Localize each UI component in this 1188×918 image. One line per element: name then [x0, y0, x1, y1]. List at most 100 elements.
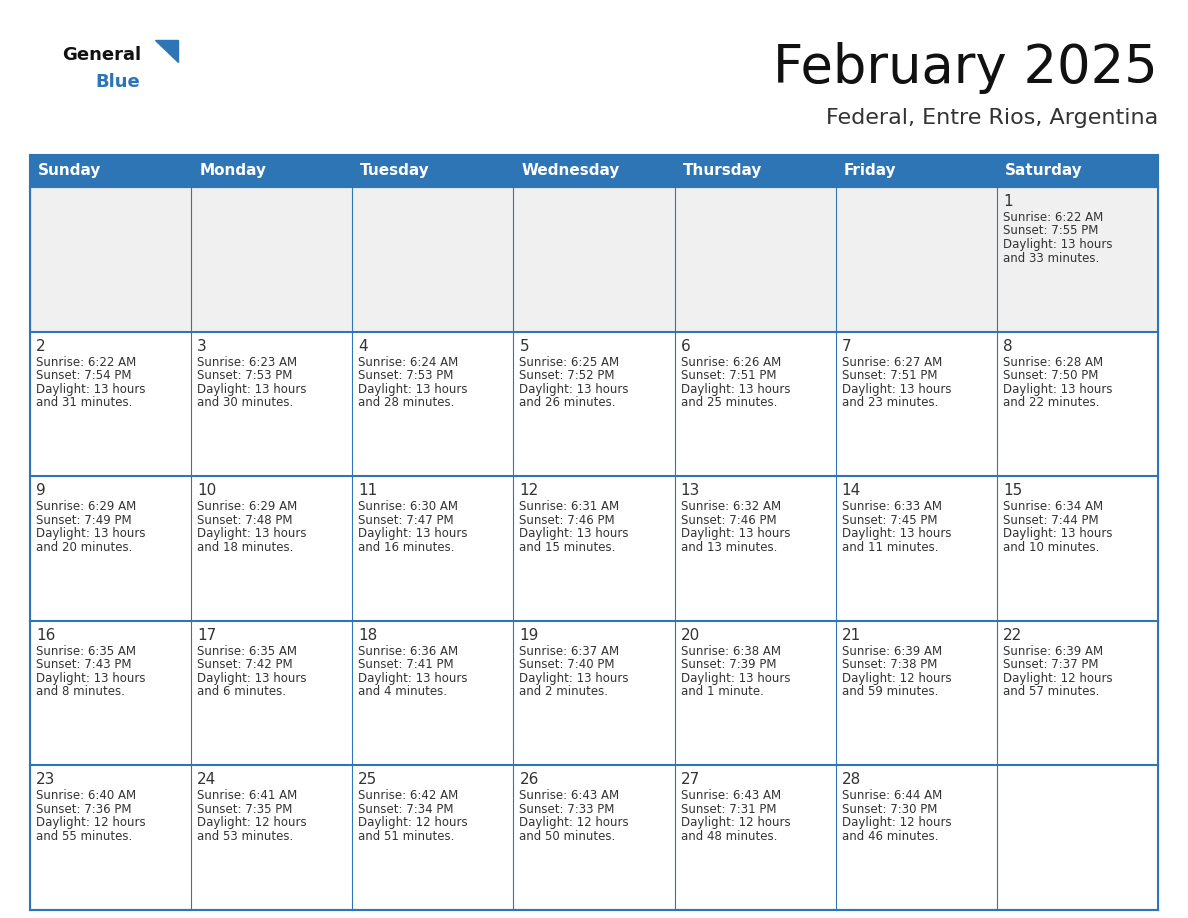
Text: and 55 minutes.: and 55 minutes.	[36, 830, 132, 843]
Text: Sunrise: 6:27 AM: Sunrise: 6:27 AM	[842, 355, 942, 369]
Text: 10: 10	[197, 483, 216, 498]
Text: Friday: Friday	[843, 163, 896, 178]
Text: Sunset: 7:36 PM: Sunset: 7:36 PM	[36, 803, 132, 816]
Text: 8: 8	[1003, 339, 1012, 353]
Text: and 15 minutes.: and 15 minutes.	[519, 541, 615, 554]
Text: Sunrise: 6:33 AM: Sunrise: 6:33 AM	[842, 500, 942, 513]
Text: and 4 minutes.: and 4 minutes.	[359, 686, 448, 699]
Text: Daylight: 12 hours: Daylight: 12 hours	[359, 816, 468, 829]
Text: Sunset: 7:46 PM: Sunset: 7:46 PM	[519, 514, 615, 527]
Bar	[675, 476, 835, 621]
Text: Sunrise: 6:35 AM: Sunrise: 6:35 AM	[36, 644, 135, 658]
Bar	[353, 476, 513, 621]
Text: 21: 21	[842, 628, 861, 643]
Text: February 2025: February 2025	[773, 42, 1158, 94]
Bar	[835, 187, 997, 331]
Text: Daylight: 13 hours: Daylight: 13 hours	[681, 527, 790, 540]
Text: Daylight: 13 hours: Daylight: 13 hours	[36, 383, 145, 396]
Text: Sunset: 7:48 PM: Sunset: 7:48 PM	[197, 514, 292, 527]
Text: 9: 9	[36, 483, 46, 498]
Text: Sunset: 7:51 PM: Sunset: 7:51 PM	[681, 369, 776, 382]
Bar	[835, 331, 997, 476]
Text: 1: 1	[1003, 194, 1012, 209]
Text: 11: 11	[359, 483, 378, 498]
Text: 2: 2	[36, 339, 45, 353]
Bar	[835, 476, 997, 621]
Text: Sunset: 7:38 PM: Sunset: 7:38 PM	[842, 658, 937, 671]
Text: Daylight: 13 hours: Daylight: 13 hours	[842, 527, 952, 540]
Text: 22: 22	[1003, 628, 1022, 643]
Text: General: General	[62, 46, 141, 64]
Text: and 33 minutes.: and 33 minutes.	[1003, 252, 1099, 264]
Text: and 23 minutes.: and 23 minutes.	[842, 396, 939, 409]
Text: 18: 18	[359, 628, 378, 643]
Text: Sunset: 7:43 PM: Sunset: 7:43 PM	[36, 658, 132, 671]
Text: Sunset: 7:39 PM: Sunset: 7:39 PM	[681, 658, 776, 671]
Text: 27: 27	[681, 772, 700, 788]
Text: Daylight: 13 hours: Daylight: 13 hours	[359, 527, 468, 540]
Bar	[30, 155, 1158, 910]
Text: and 51 minutes.: and 51 minutes.	[359, 830, 455, 843]
Text: Sunset: 7:47 PM: Sunset: 7:47 PM	[359, 514, 454, 527]
Bar	[30, 187, 191, 331]
Bar	[997, 331, 1158, 476]
Text: Sunset: 7:51 PM: Sunset: 7:51 PM	[842, 369, 937, 382]
Bar	[30, 766, 191, 910]
Text: Sunset: 7:37 PM: Sunset: 7:37 PM	[1003, 658, 1099, 671]
Text: Sunrise: 6:37 AM: Sunrise: 6:37 AM	[519, 644, 620, 658]
Bar	[30, 155, 1158, 187]
Text: 15: 15	[1003, 483, 1022, 498]
Text: Sunrise: 6:30 AM: Sunrise: 6:30 AM	[359, 500, 459, 513]
Text: Daylight: 12 hours: Daylight: 12 hours	[36, 816, 146, 829]
Text: Sunrise: 6:22 AM: Sunrise: 6:22 AM	[36, 355, 137, 369]
Text: Daylight: 13 hours: Daylight: 13 hours	[1003, 383, 1112, 396]
Text: Daylight: 12 hours: Daylight: 12 hours	[681, 816, 790, 829]
Text: Sunset: 7:30 PM: Sunset: 7:30 PM	[842, 803, 937, 816]
Bar	[997, 476, 1158, 621]
Text: Sunset: 7:49 PM: Sunset: 7:49 PM	[36, 514, 132, 527]
Text: 26: 26	[519, 772, 539, 788]
Text: Sunrise: 6:36 AM: Sunrise: 6:36 AM	[359, 644, 459, 658]
Bar	[675, 187, 835, 331]
Text: Sunset: 7:33 PM: Sunset: 7:33 PM	[519, 803, 615, 816]
Bar	[513, 621, 675, 766]
Text: Daylight: 13 hours: Daylight: 13 hours	[359, 383, 468, 396]
Text: Sunset: 7:42 PM: Sunset: 7:42 PM	[197, 658, 292, 671]
Text: Sunrise: 6:35 AM: Sunrise: 6:35 AM	[197, 644, 297, 658]
Text: Daylight: 13 hours: Daylight: 13 hours	[681, 672, 790, 685]
Text: and 53 minutes.: and 53 minutes.	[197, 830, 293, 843]
Text: Sunday: Sunday	[38, 163, 101, 178]
Text: Sunrise: 6:23 AM: Sunrise: 6:23 AM	[197, 355, 297, 369]
Text: Sunrise: 6:34 AM: Sunrise: 6:34 AM	[1003, 500, 1102, 513]
Bar	[191, 621, 353, 766]
Text: Daylight: 13 hours: Daylight: 13 hours	[197, 527, 307, 540]
Text: and 26 minutes.: and 26 minutes.	[519, 396, 615, 409]
Text: Daylight: 13 hours: Daylight: 13 hours	[36, 672, 145, 685]
Text: Tuesday: Tuesday	[360, 163, 430, 178]
Text: Sunset: 7:53 PM: Sunset: 7:53 PM	[359, 369, 454, 382]
Text: 12: 12	[519, 483, 538, 498]
Text: Sunset: 7:40 PM: Sunset: 7:40 PM	[519, 658, 615, 671]
Bar	[353, 766, 513, 910]
Text: Sunrise: 6:24 AM: Sunrise: 6:24 AM	[359, 355, 459, 369]
Text: Daylight: 13 hours: Daylight: 13 hours	[197, 383, 307, 396]
Text: 14: 14	[842, 483, 861, 498]
Text: Sunrise: 6:41 AM: Sunrise: 6:41 AM	[197, 789, 297, 802]
Bar	[675, 766, 835, 910]
Bar	[513, 331, 675, 476]
Text: Federal, Entre Rios, Argentina: Federal, Entre Rios, Argentina	[826, 108, 1158, 128]
Text: Sunrise: 6:29 AM: Sunrise: 6:29 AM	[197, 500, 297, 513]
Text: and 50 minutes.: and 50 minutes.	[519, 830, 615, 843]
Bar	[997, 621, 1158, 766]
Bar	[513, 766, 675, 910]
Bar	[675, 621, 835, 766]
Text: and 57 minutes.: and 57 minutes.	[1003, 686, 1099, 699]
Text: Sunrise: 6:31 AM: Sunrise: 6:31 AM	[519, 500, 620, 513]
Text: Sunrise: 6:40 AM: Sunrise: 6:40 AM	[36, 789, 137, 802]
Text: 20: 20	[681, 628, 700, 643]
Text: Sunrise: 6:29 AM: Sunrise: 6:29 AM	[36, 500, 137, 513]
Text: Daylight: 13 hours: Daylight: 13 hours	[842, 383, 952, 396]
Text: Daylight: 12 hours: Daylight: 12 hours	[842, 816, 952, 829]
Text: 6: 6	[681, 339, 690, 353]
Text: Daylight: 12 hours: Daylight: 12 hours	[842, 672, 952, 685]
